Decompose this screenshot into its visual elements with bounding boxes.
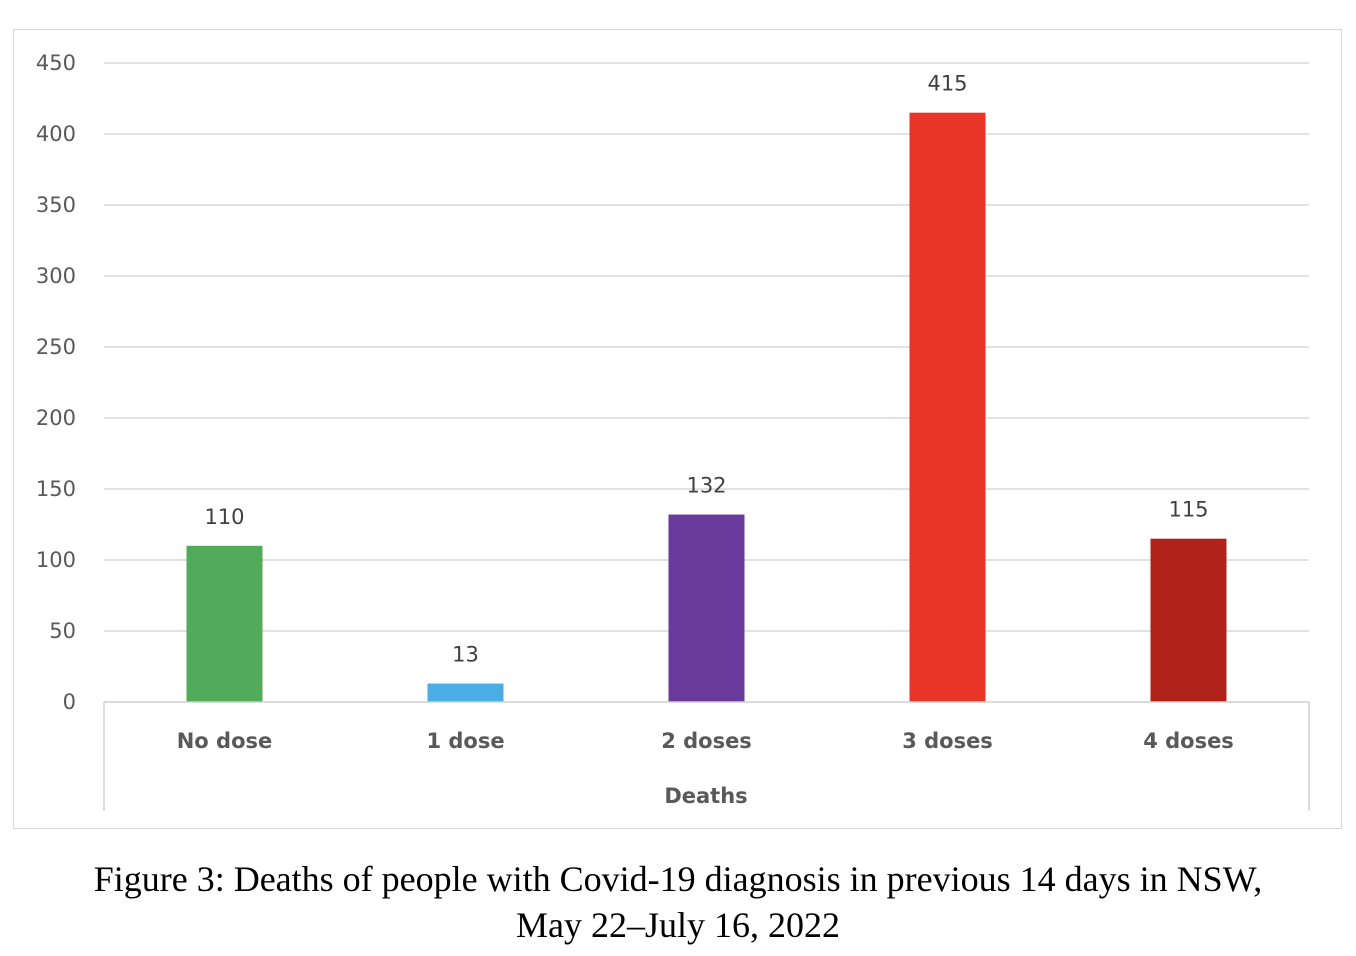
data-label: 110 xyxy=(204,505,244,529)
bars xyxy=(186,112,1227,702)
y-axis-ticks: 0 50 100 150 200 250 300 350 400 450 xyxy=(36,51,76,714)
category-label: 1 dose xyxy=(426,729,504,753)
category-label: 2 doses xyxy=(661,729,752,753)
gridlines xyxy=(104,62,1309,632)
y-tick-label: 100 xyxy=(36,548,76,572)
bar xyxy=(1150,538,1227,702)
x-axis-title: Deaths xyxy=(664,784,747,808)
y-tick-label: 400 xyxy=(36,122,76,146)
bar xyxy=(186,545,263,702)
bar xyxy=(668,514,745,702)
y-tick-label: 250 xyxy=(36,335,76,359)
data-label: 13 xyxy=(452,643,479,667)
bar xyxy=(909,112,986,702)
figure-caption: Figure 3: Deaths of people with Covid-19… xyxy=(0,856,1356,948)
y-tick-label: 50 xyxy=(49,619,76,643)
caption-line-2: May 22–July 16, 2022 xyxy=(516,905,840,945)
y-tick-label: 150 xyxy=(36,477,76,501)
category-axis: No dose 1 dose 2 doses 3 doses 4 doses xyxy=(103,701,1310,811)
data-labels: 110 13 132 415 115 xyxy=(204,72,1208,667)
bar xyxy=(427,683,504,702)
y-tick-label: 200 xyxy=(36,406,76,430)
y-tick-label: 300 xyxy=(36,264,76,288)
data-label: 415 xyxy=(927,72,967,96)
data-label: 132 xyxy=(686,474,726,498)
category-label: 4 doses xyxy=(1143,729,1234,753)
y-tick-label: 350 xyxy=(36,193,76,217)
y-tick-label: 450 xyxy=(36,51,76,75)
caption-line-1: Figure 3: Deaths of people with Covid-19… xyxy=(93,859,1263,899)
data-label: 115 xyxy=(1168,498,1208,522)
category-label: No dose xyxy=(177,729,273,753)
y-tick-label: 0 xyxy=(63,690,76,714)
category-label: 3 doses xyxy=(902,729,993,753)
